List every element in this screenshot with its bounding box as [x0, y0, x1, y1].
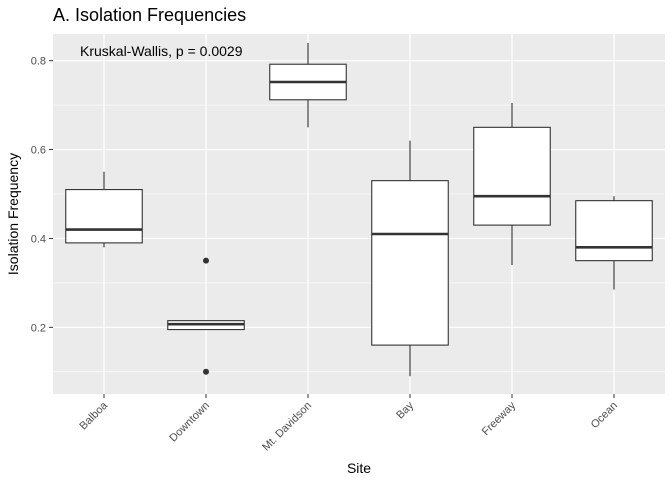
chart-title: A. Isolation Frequencies: [53, 5, 246, 25]
box-1: [167, 257, 245, 375]
box-body: [65, 189, 143, 244]
box-body: [575, 200, 653, 262]
y-tick-label: 0.6: [31, 145, 46, 157]
y-axis-title: Isolation Frequency: [5, 153, 21, 275]
box-3: [371, 140, 449, 377]
x-tick-label: Ocean: [589, 400, 620, 431]
outlier-point: [203, 368, 209, 375]
x-tick-label: Freeway: [480, 399, 519, 438]
box-body: [473, 126, 551, 226]
box-body: [371, 180, 449, 346]
box-4: [473, 102, 551, 266]
x-axis-title: Site: [347, 460, 371, 476]
test-annotation: Kruskal-Wallis, p = 0.0029: [80, 43, 243, 59]
box-0: [65, 171, 143, 248]
plot-panel: [53, 34, 665, 394]
y-tick-label: 0.2: [31, 322, 46, 334]
box-2: [269, 42, 347, 128]
x-axis-ticks: Balboa Downtown Mt. Davidson Bay Freeway Ocea…: [77, 394, 620, 454]
x-tick-label: Balboa: [77, 399, 110, 432]
y-tick-label: 0.4: [31, 233, 46, 245]
y-tick-label: 0.8: [31, 56, 46, 68]
x-tick-label: Mt. Davidson: [260, 400, 314, 454]
x-tick-label: Bay: [394, 399, 416, 421]
box-5: [575, 196, 653, 290]
y-axis-ticks: 0.2 0.4 0.6 0.8: [31, 56, 53, 334]
boxes: [65, 42, 653, 377]
x-tick-label: Downtown: [167, 400, 212, 445]
outlier-point: [203, 257, 209, 264]
